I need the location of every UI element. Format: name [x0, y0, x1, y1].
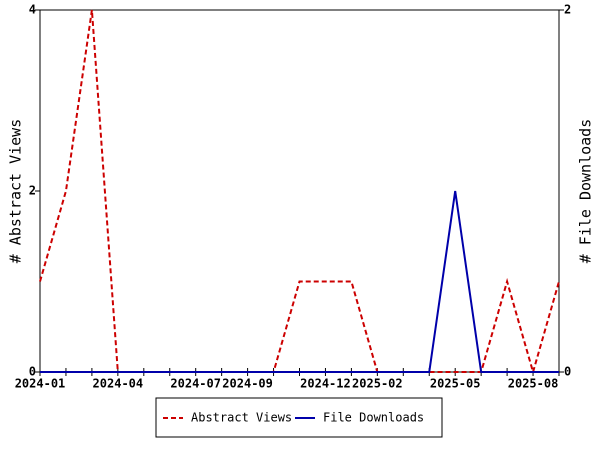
legend-label: Abstract Views [191, 411, 292, 425]
x-tick-label: 2025-05 [430, 377, 481, 391]
y2-tick-label: 0 [564, 365, 571, 379]
legend-label: File Downloads [323, 411, 424, 425]
y-tick-label: 0 [29, 365, 36, 379]
x-tick-label: 2025-08 [508, 377, 559, 391]
series-line [39, 9, 560, 376]
x-tick-label: 2024-01 [15, 377, 66, 391]
y-tick-label: 2 [29, 184, 36, 198]
y2-tick-label: 2 [564, 3, 571, 17]
plot-frame [39, 9, 560, 373]
x-tick-label: 2024-07 [170, 377, 221, 391]
series-line [40, 190, 559, 373]
x-tick-label: 2025-02 [352, 377, 403, 391]
x-tick-label: 2024-09 [222, 377, 273, 391]
x-tick-label: 2024-12 [300, 377, 351, 391]
x-tick-label: 2024-04 [93, 377, 144, 391]
y-tick-label: 4 [29, 3, 36, 17]
y2-axis-title: # File Downloads [577, 119, 595, 264]
y-axis-title: # Abstract Views [7, 119, 25, 264]
